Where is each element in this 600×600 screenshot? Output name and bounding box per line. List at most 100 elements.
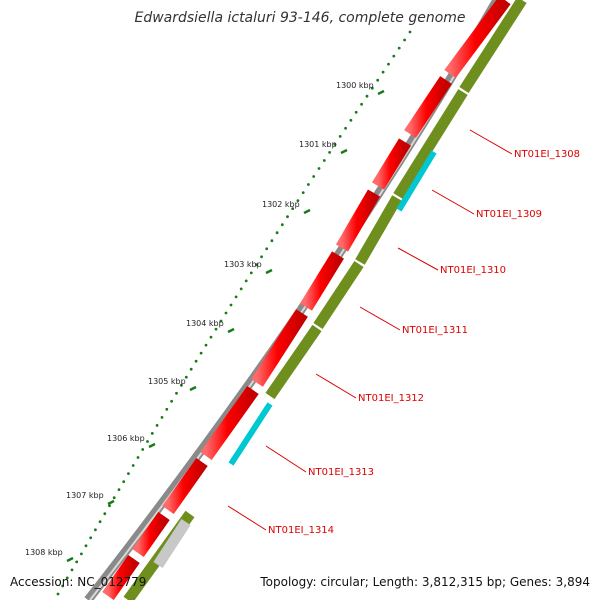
tick-dot [146, 440, 149, 443]
gene-label[interactable]: NT01EI_1312 [358, 393, 424, 404]
gene-label-leader [315, 373, 357, 399]
feature-forward-cds[interactable] [200, 385, 259, 461]
tick-dot [234, 295, 238, 299]
tick-dot [209, 335, 213, 339]
tick-dot [103, 512, 107, 516]
feature-forward-cds[interactable] [300, 251, 344, 311]
tick-dot [150, 432, 154, 435]
gene-label-leader [397, 247, 439, 271]
tick-dot [61, 584, 65, 588]
tick-dot [239, 287, 243, 291]
tick-label: 1300 kbp [336, 81, 374, 90]
tick-dot [84, 544, 88, 548]
tick-dot [260, 255, 263, 259]
tick-dot [136, 456, 140, 459]
gene-label[interactable]: NT01EI_1314 [268, 525, 334, 536]
tick-mark [265, 268, 273, 275]
tick-dot [349, 118, 353, 122]
tick-dot [301, 191, 305, 195]
feature-rna[interactable] [396, 150, 437, 212]
tick-dot [354, 110, 358, 114]
tick-dot [365, 94, 369, 98]
tick-dot [199, 351, 203, 355]
tick-mark [189, 385, 197, 392]
gene-label[interactable]: NT01EI_1313 [308, 467, 374, 478]
feature-rna[interactable] [228, 402, 273, 466]
tick-dot [249, 271, 253, 275]
feature-forward-cds[interactable] [444, 0, 511, 79]
tick-dot [408, 30, 412, 34]
tick-dot [75, 560, 79, 564]
gene-labels: NT01EI_1308 NT01EI_1309 NT01EI_1310 NT01EI_… [227, 129, 580, 536]
feature-forward-cds[interactable] [132, 511, 170, 558]
tick-dot [286, 215, 289, 219]
tick-mark [227, 327, 235, 334]
tick-dot [126, 472, 130, 475]
gene-label[interactable]: NT01EI_1311 [402, 325, 468, 336]
tick-dot [291, 207, 295, 211]
tick-label: 1301 kbp [299, 140, 337, 149]
tick-dot [98, 520, 102, 524]
tick-mark [148, 442, 156, 449]
gene-label[interactable]: NT01EI_1308 [514, 149, 580, 160]
feature-reverse-cds[interactable] [313, 260, 364, 330]
tick-dot [65, 576, 69, 580]
gene-label-leader [359, 306, 401, 331]
tick-dot [214, 327, 218, 331]
reverse-strand-track [123, 0, 527, 600]
tick-dot [160, 416, 164, 419]
tick-mark [377, 89, 385, 96]
tick-dot [117, 488, 121, 491]
tick-dot [224, 311, 228, 315]
feature-reverse-cds[interactable] [393, 89, 468, 199]
feature-forward-cds[interactable] [102, 554, 140, 600]
feature-forward-cds[interactable] [335, 189, 381, 252]
gene-label[interactable]: NT01EI_1310 [440, 265, 506, 276]
feature-forward-cds[interactable] [372, 138, 411, 190]
tick-dot [360, 102, 363, 106]
gene-label-leader [265, 445, 307, 473]
tick-dot [194, 359, 198, 363]
gene-label[interactable]: NT01EI_1309 [476, 209, 542, 220]
tick-dot [89, 536, 93, 540]
tick-dot [403, 38, 406, 42]
tick-dot [94, 528, 97, 532]
tick-dot [376, 78, 380, 82]
tick-dot [387, 62, 390, 66]
tick-dot [328, 151, 331, 154]
tick-dot [244, 279, 248, 283]
feature-reverse-cds[interactable] [459, 0, 527, 93]
topology-text: Topology: circular; Length: 3,812,315 bp… [259, 575, 590, 589]
tick-dot [108, 504, 111, 508]
tick-labels: 1300 kbp 1301 kbp 1302 kbp 1303 kbp 1304 kbp… [25, 81, 374, 557]
tick-dot [381, 70, 385, 74]
tick-dot [189, 367, 193, 371]
tick-dot [255, 263, 258, 267]
tick-label: 1307 kbp [66, 491, 104, 500]
rna-track [228, 150, 437, 466]
tick-dot [141, 448, 145, 451]
feature-forward-cds[interactable] [251, 309, 308, 387]
feature-forward-cds[interactable] [404, 76, 452, 138]
feature-reverse-cds[interactable] [265, 324, 322, 400]
tick-label: 1305 kbp [148, 377, 186, 386]
forward-strand-track [102, 0, 511, 600]
feature-reverse-cds[interactable] [355, 195, 402, 265]
tick-dot [344, 126, 347, 130]
tick-dot [333, 143, 337, 146]
tick-dot [296, 199, 300, 203]
tick-dot [397, 46, 401, 50]
tick-label: 1303 kbp [224, 260, 262, 269]
tick-dot [312, 175, 316, 178]
map-title: Edwardsiella ictaluri 93-146, complete g… [134, 10, 465, 26]
tick-dot [307, 183, 310, 186]
tick-dot [56, 592, 60, 596]
accession-text: Accession: NC_012779 [10, 575, 146, 589]
tick-dot [184, 375, 188, 379]
feature-other[interactable] [153, 518, 191, 569]
tick-dot [317, 167, 321, 170]
gene-label-leader [227, 505, 267, 531]
tick-dot [165, 407, 169, 411]
feature-forward-cds[interactable] [162, 457, 208, 515]
